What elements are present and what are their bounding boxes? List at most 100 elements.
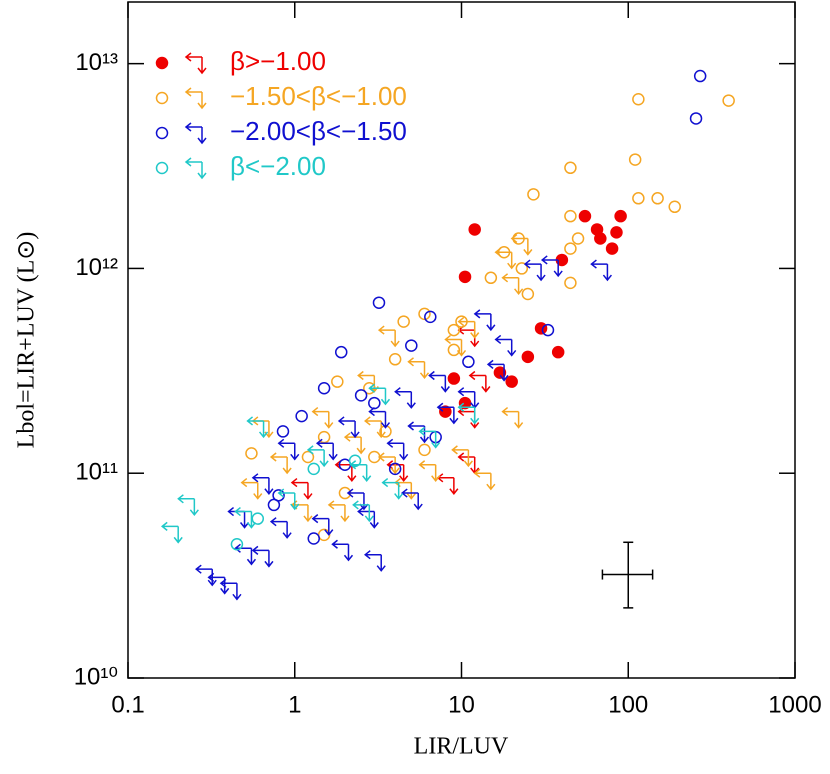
limit-arrow	[240, 478, 263, 500]
limit-arrow	[436, 473, 459, 495]
point	[571, 232, 585, 245]
limit-arrow	[184, 122, 207, 145]
point	[578, 209, 592, 223]
upper-limit	[240, 478, 263, 500]
point	[515, 262, 529, 275]
point	[527, 188, 540, 201]
limit-arrow	[494, 247, 517, 270]
upper-limit	[352, 500, 374, 523]
upper-limit	[394, 387, 416, 409]
upper-limit	[418, 460, 441, 482]
upper-limit	[177, 494, 199, 517]
limit-arrow	[407, 357, 430, 379]
upper-limit	[473, 468, 496, 491]
x-tick-label: 0.1	[111, 691, 144, 718]
point	[651, 192, 664, 205]
limit-arrow	[494, 334, 517, 357]
upper-limit	[444, 334, 467, 357]
upper-limit	[407, 421, 430, 444]
point	[484, 271, 498, 285]
point	[693, 69, 707, 83]
upper-limit	[227, 506, 250, 529]
point	[348, 454, 362, 468]
point	[455, 315, 468, 328]
limit-arrow	[457, 452, 480, 475]
point	[276, 425, 290, 438]
limit-arrow	[364, 550, 386, 572]
limit-arrow	[451, 445, 473, 468]
legend-limit-marker	[184, 122, 207, 145]
upper-limit	[234, 506, 257, 529]
limit-arrow	[436, 402, 459, 425]
limit-arrow	[444, 334, 467, 357]
limit-arrow	[346, 488, 369, 511]
limit-arrow	[160, 521, 183, 544]
upper-limit	[327, 500, 350, 523]
point	[468, 223, 481, 236]
limit-arrow	[394, 387, 416, 409]
point	[424, 310, 437, 324]
upper-limit	[277, 488, 300, 511]
upper-limit	[368, 406, 391, 429]
limit-arrow	[269, 517, 292, 539]
limit-arrow	[473, 468, 496, 491]
legend-label: −1.50<β<−1.00	[230, 81, 407, 111]
point	[534, 322, 548, 335]
limit-arrow	[486, 359, 509, 382]
point	[301, 450, 315, 464]
y-tick-label: 10¹³	[75, 49, 118, 76]
upper-limit	[501, 273, 524, 296]
point	[614, 209, 627, 223]
upper-limit	[436, 402, 459, 425]
upper-limit	[457, 452, 480, 475]
legend-limit-marker	[184, 52, 207, 75]
x-tick-label: 100	[608, 691, 648, 718]
upper-limit	[311, 514, 334, 536]
upper-limit	[486, 359, 509, 382]
limit-arrow	[315, 438, 338, 461]
y-tick-label: 10¹⁰	[74, 663, 118, 690]
limit-arrow	[269, 452, 292, 475]
upper-limit	[436, 473, 459, 495]
point	[722, 94, 735, 107]
x-tick-label: 10	[448, 691, 475, 718]
point	[307, 532, 321, 545]
upper-limit	[234, 543, 257, 566]
point	[447, 372, 461, 385]
point	[564, 242, 577, 255]
legend-marker	[155, 91, 169, 105]
limit-arrow	[418, 460, 441, 482]
point	[317, 381, 331, 395]
limit-arrow	[501, 406, 524, 429]
upper-limit	[451, 445, 473, 468]
limit-arrow	[277, 438, 300, 461]
upper-limit	[501, 406, 524, 429]
upper-limit	[269, 517, 292, 539]
limit-arrow	[234, 543, 257, 566]
limit-arrow	[540, 255, 563, 278]
limit-arrow	[381, 478, 404, 500]
limit-arrow	[337, 416, 360, 439]
point	[418, 307, 431, 321]
upper-limit	[207, 572, 230, 595]
point	[594, 232, 607, 245]
upper-limit	[251, 473, 274, 495]
limit-arrow	[457, 406, 480, 429]
limit-arrow	[386, 438, 409, 461]
limit-arrow	[501, 273, 524, 296]
point	[295, 409, 308, 423]
point	[462, 355, 475, 369]
limit-arrow	[457, 387, 480, 409]
limit-arrow	[401, 488, 423, 511]
point	[564, 209, 577, 223]
point	[541, 323, 555, 337]
limit-arrow	[407, 421, 430, 444]
limit-arrow	[207, 572, 230, 595]
upper-limit	[160, 521, 183, 544]
legend-limit-marker	[184, 157, 207, 180]
upper-limit	[368, 383, 391, 406]
point	[245, 447, 258, 460]
y-tick-label: 10¹²	[75, 254, 118, 281]
limit-arrow	[473, 309, 496, 332]
limit-arrow	[234, 506, 257, 529]
